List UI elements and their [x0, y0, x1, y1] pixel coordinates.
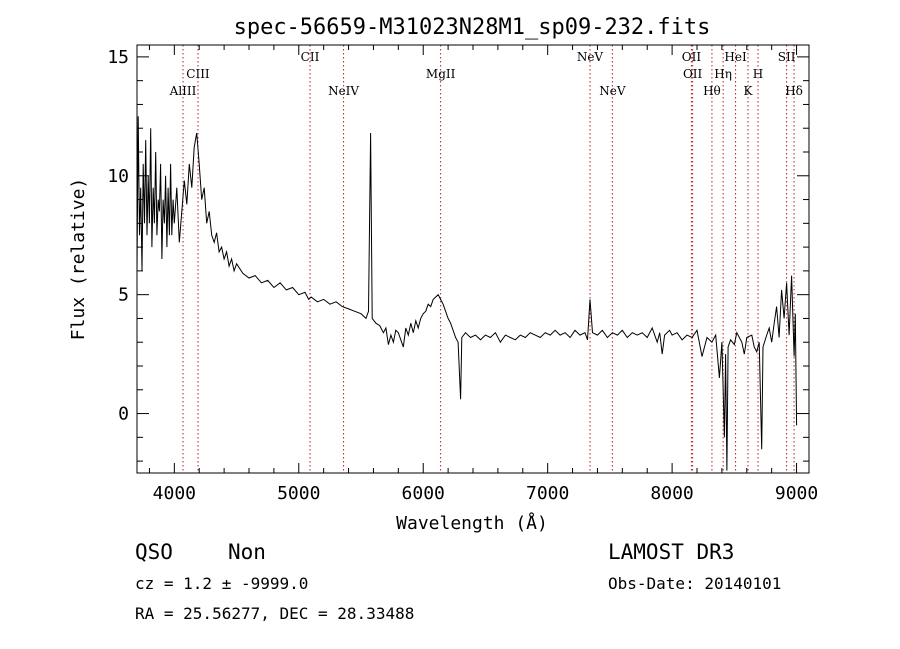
line-label: HeI	[724, 50, 747, 64]
x-tick-label: 8000	[650, 483, 693, 504]
line-label: AlIII	[169, 84, 197, 98]
x-axis-label: Wavelength (Å)	[396, 512, 548, 534]
y-axis-label: Flux (relative)	[68, 178, 89, 341]
obs-date: Obs-Date: 20140101	[608, 574, 781, 593]
line-label: NeV	[599, 84, 626, 98]
line-markers: AlIIICIIICIINeIVMgIINeVNeVOIIOIIHθHηHeIK…	[169, 45, 803, 473]
line-label: SII	[778, 50, 796, 64]
line-label: Hθ	[703, 84, 721, 98]
plot-frame	[136, 44, 810, 474]
line-label: Hδ	[785, 84, 803, 98]
x-tick-label: 4000	[153, 483, 196, 504]
object-class: QSO	[135, 540, 173, 564]
coordinates-text: RA = 25.56277, DEC = 28.33488	[135, 604, 414, 623]
line-label: OII	[683, 67, 703, 81]
x-tick-label: 6000	[402, 483, 445, 504]
line-label: Hη	[714, 67, 732, 81]
survey-label: LAMOST DR3	[608, 540, 734, 564]
x-tick-label: 7000	[526, 483, 569, 504]
line-label: MgII	[426, 67, 456, 81]
x-tick-label: 5000	[277, 483, 320, 504]
line-label: K	[744, 84, 754, 98]
redshift-text: cz = 1.2 ± -9999.0	[135, 574, 308, 593]
line-label: CIII	[186, 67, 210, 81]
y-tick-label: 10	[107, 166, 129, 187]
y-tick-label: 5	[118, 285, 129, 306]
chart-title: spec-56659-M31023N28M1_sp09-232.fits	[234, 15, 711, 40]
line-label: NeIV	[328, 84, 359, 98]
line-label: CII	[301, 50, 320, 64]
line-label: OII	[682, 50, 702, 64]
spectrum-series	[136, 116, 798, 471]
line-label: H	[753, 67, 763, 81]
object-subclass: Non	[228, 540, 266, 564]
line-label: NeV	[577, 50, 604, 64]
y-tick-label: 15	[107, 47, 129, 68]
y-tick-label: 0	[118, 404, 129, 425]
x-tick-label: 9000	[775, 483, 818, 504]
